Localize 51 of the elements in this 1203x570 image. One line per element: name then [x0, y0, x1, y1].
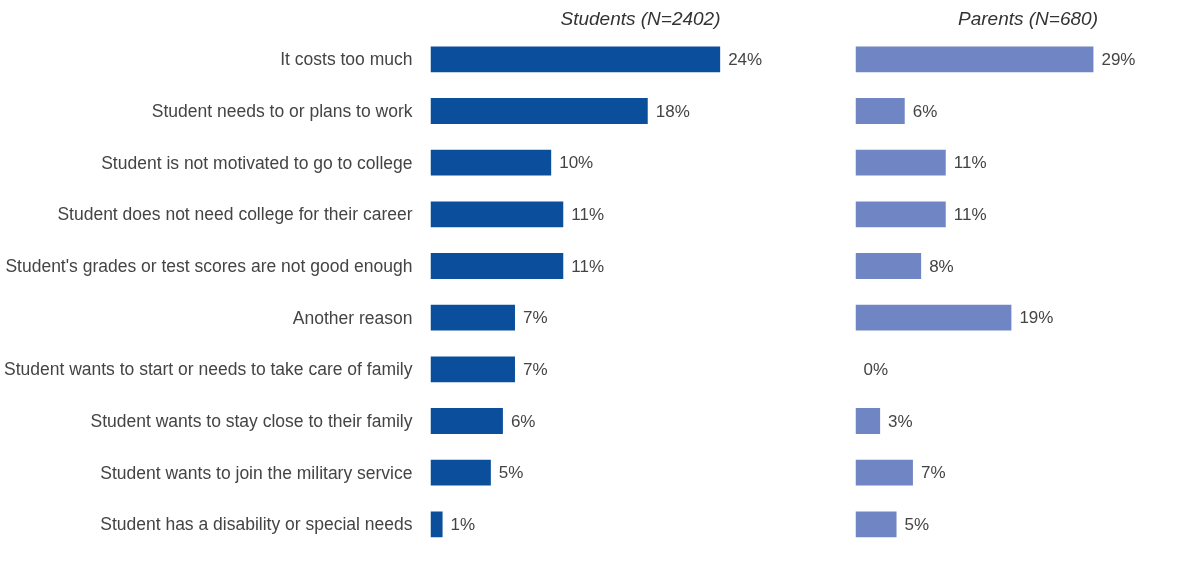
- data-label: 11%: [571, 256, 605, 276]
- data-label: 0%: [863, 359, 889, 379]
- y-tick-label: Student has a disability or special needs: [100, 514, 413, 535]
- bar: [430, 459, 491, 486]
- chart-title: Parents (N=680): [958, 7, 1098, 29]
- data-label: 7%: [920, 463, 946, 483]
- y-tick-label: Student does not need college for their career: [57, 204, 413, 225]
- data-label: 11%: [571, 204, 605, 224]
- y-tick-label: Student wants to start or needs to take care of family: [3, 359, 413, 380]
- bar: [430, 356, 515, 383]
- bar: [430, 304, 515, 331]
- y-tick-label: Another reason: [292, 307, 413, 328]
- data-label: 3%: [888, 411, 913, 431]
- bar: [855, 46, 1094, 73]
- data-label: 7%: [522, 359, 548, 379]
- bar: [430, 149, 552, 176]
- data-label: 11%: [953, 204, 987, 224]
- data-label: 6%: [912, 101, 938, 121]
- data-label: 11%: [953, 153, 987, 173]
- data-label: 24%: [728, 49, 763, 69]
- bar: [855, 98, 905, 124]
- bar: [430, 201, 564, 228]
- bar: [430, 253, 564, 279]
- bar: [430, 511, 443, 538]
- data-label: 7%: [522, 308, 548, 328]
- bar: [855, 201, 946, 228]
- y-tick-label: Student is not motivated to go to college: [101, 152, 413, 173]
- bar: [855, 149, 946, 176]
- y-tick-label: Student's grades or test scores are not good enough: [5, 256, 413, 276]
- data-label: 1%: [450, 514, 476, 534]
- y-tick-label: Student wants to stay close to their family: [90, 411, 413, 431]
- data-label: 18%: [655, 101, 690, 121]
- data-label: 29%: [1101, 49, 1136, 69]
- bar: [430, 98, 648, 124]
- y-tick-label: Student needs to or plans to work: [151, 101, 413, 121]
- data-label: 8%: [929, 256, 954, 276]
- y-tick-label: Student wants to join the military service: [100, 462, 413, 483]
- data-label: 6%: [510, 411, 536, 431]
- bar: [430, 408, 503, 434]
- data-label: 5%: [498, 463, 524, 483]
- data-label: 10%: [559, 153, 594, 173]
- bar: [855, 408, 881, 434]
- bar: [855, 304, 1012, 331]
- y-tick-label: It costs too much: [280, 49, 413, 70]
- data-label: 5%: [904, 514, 930, 534]
- bar: [855, 511, 897, 538]
- bar: [855, 459, 913, 486]
- bar: [855, 253, 922, 279]
- data-label: 19%: [1019, 308, 1054, 328]
- chart-title: Students (N=2402): [560, 7, 721, 29]
- bar: [430, 46, 721, 73]
